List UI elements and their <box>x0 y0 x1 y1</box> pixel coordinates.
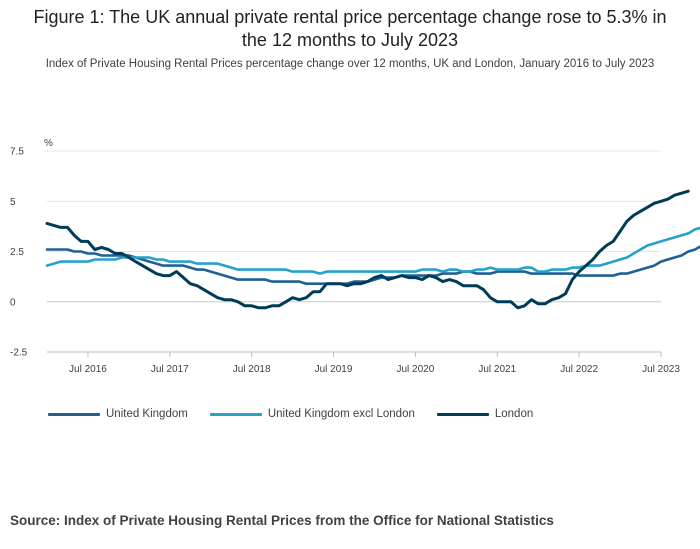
legend-item-london[interactable]: London <box>436 408 534 420</box>
series-line-united-kingdom-excl-london <box>45 226 700 275</box>
series-lines <box>45 189 700 310</box>
series-line-united-kingdom <box>45 245 700 286</box>
legend-label-uk-excl-london: United Kingdom excl London <box>267 408 415 420</box>
legend-item-uk-excl-london[interactable]: United Kingdom excl London <box>209 408 415 420</box>
grid-lines <box>47 150 661 353</box>
chart-subtitle: Index of Private Housing Rental Prices p… <box>45 58 655 70</box>
x-tick-label: Jul 2020 <box>396 364 434 375</box>
x-tick-label: Jul 2022 <box>560 364 598 375</box>
y-tick-label: 2.5 <box>10 247 24 258</box>
legend-swatch-london <box>436 412 489 416</box>
y-tick-label: 5 <box>10 197 16 208</box>
line-chart: % -2.502.557.5 Jul 2016 Jul 2017 Jul 2018 J… <box>10 138 700 375</box>
y-tick-label: 7.5 <box>10 147 24 158</box>
y-tick-label: 0 <box>10 297 16 308</box>
legend-swatch-uk-excl-london <box>209 412 262 416</box>
x-tick-label: Jul 2016 <box>69 364 107 375</box>
y-axis-label: % <box>44 138 53 149</box>
x-tick-label: Jul 2019 <box>315 364 353 375</box>
x-tick-label: Jul 2023 <box>642 364 680 375</box>
legend-label-london: London <box>494 408 534 420</box>
legend: United Kingdom United Kingdom excl Londo… <box>48 408 555 420</box>
x-axis-ticks: Jul 2016 Jul 2017 Jul 2018 Jul 2019 Jul 2020… <box>47 351 680 375</box>
y-tick-label: -2.5 <box>10 348 28 359</box>
legend-swatch-united-kingdom <box>48 412 100 416</box>
series-line-london <box>45 189 690 310</box>
chart-title: Figure 1: The UK annual private rental p… <box>33 7 667 50</box>
legend-item-united-kingdom[interactable]: United Kingdom <box>48 408 188 420</box>
x-tick-label: Jul 2021 <box>478 364 516 375</box>
source-note: Source: Index of Private Housing Rental … <box>10 513 554 528</box>
x-tick-label: Jul 2017 <box>151 364 189 375</box>
legend-label-united-kingdom: United Kingdom <box>106 408 188 420</box>
y-axis-ticks: -2.5 0 2.5 5 7.5 <box>10 147 28 359</box>
x-tick-label: Jul 2018 <box>233 364 271 375</box>
